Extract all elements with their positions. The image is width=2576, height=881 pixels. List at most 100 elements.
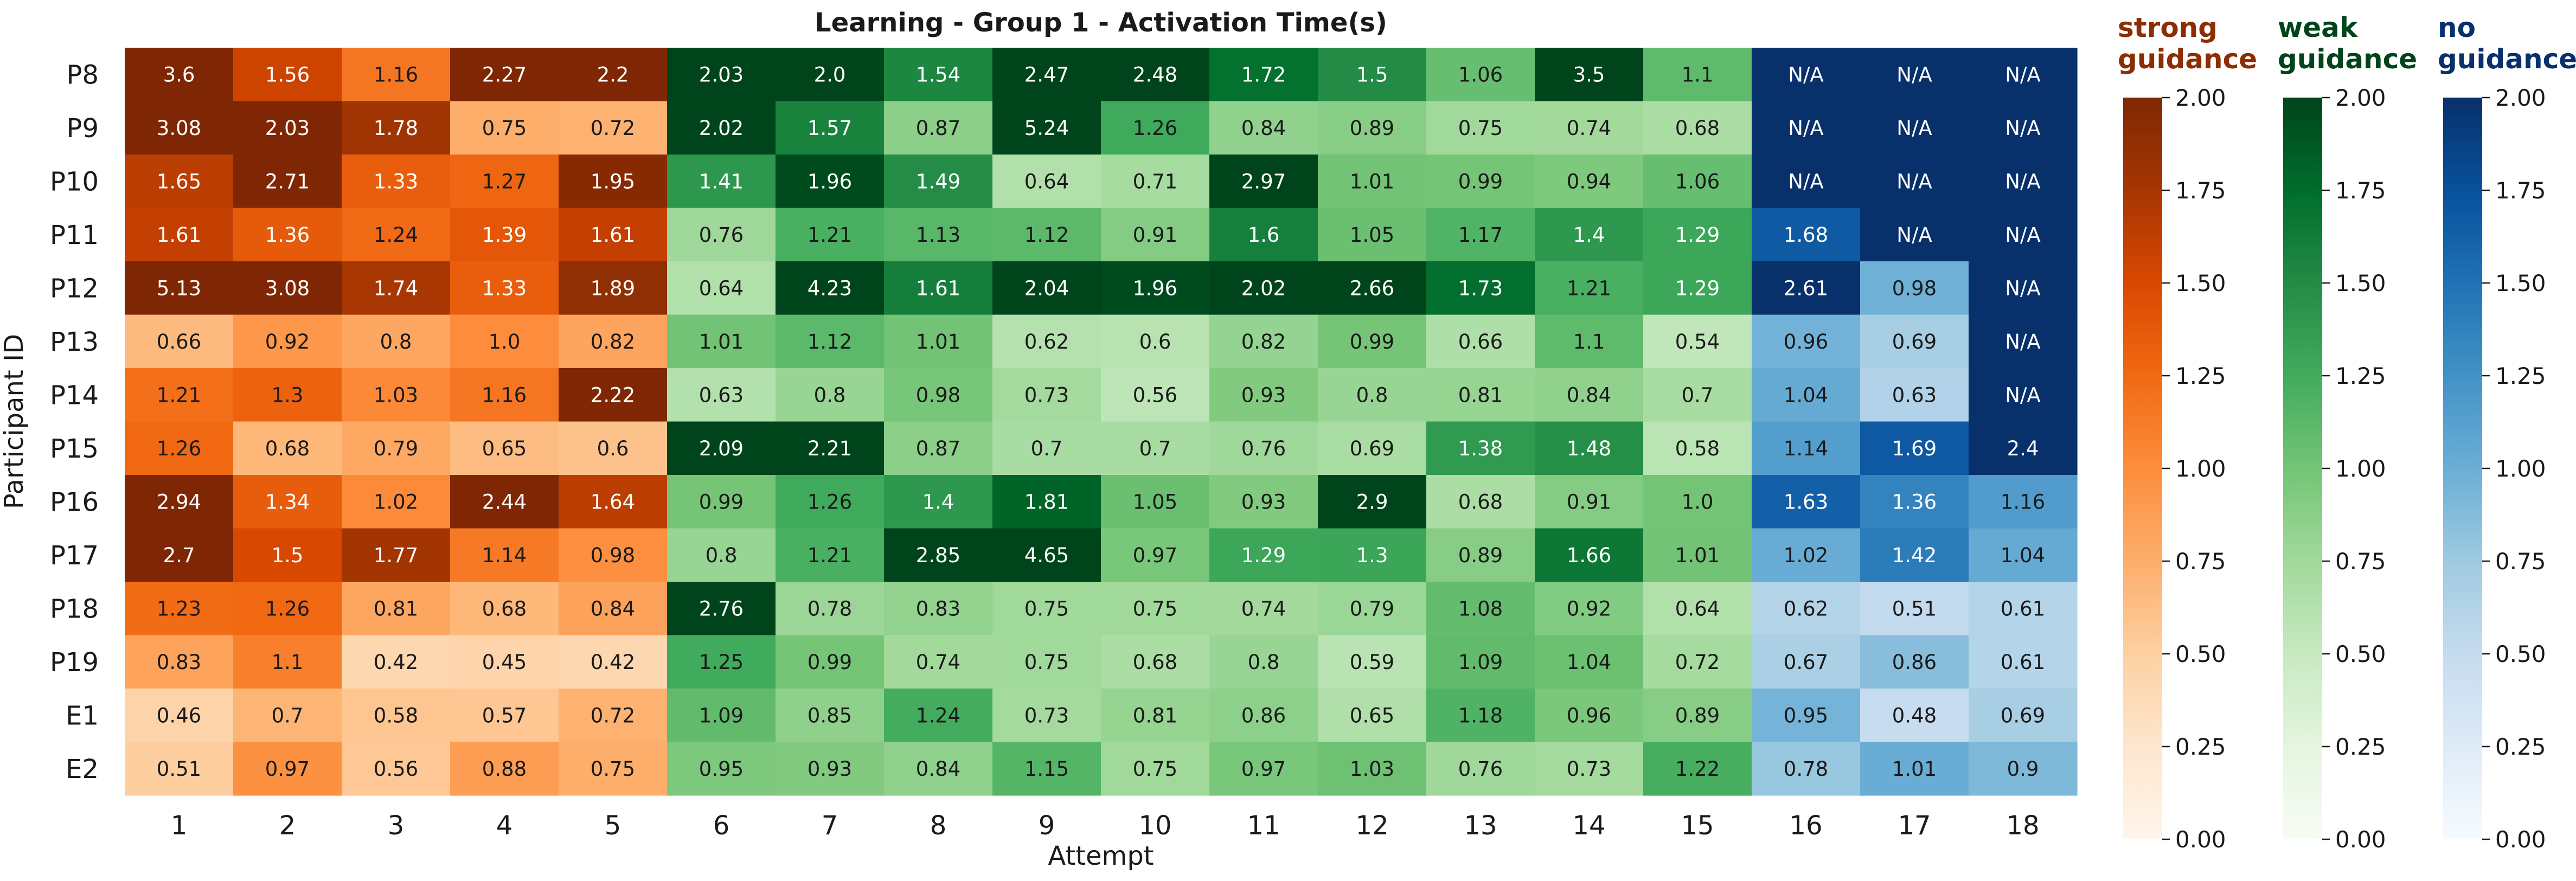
heatmap-cell	[1535, 742, 1644, 796]
cell-value-label: 1.14	[1784, 437, 1828, 460]
cell-value-label: 0.75	[482, 117, 527, 140]
heatmap-cell	[776, 635, 885, 689]
cell-value-label: 0.8	[1356, 383, 1388, 407]
cell-value-label: 0.65	[482, 437, 527, 460]
cell-value-label: 0.78	[1784, 757, 1828, 781]
heatmap-cell	[1101, 101, 1210, 155]
heatmap-cell	[776, 48, 885, 102]
cell-value-label: 0.9	[2007, 757, 2039, 781]
cell-value-label: 0.97	[1241, 757, 1286, 781]
x-tick-labels: 1 2 3 4 5 6 7 8 9 10 11 12 13 14 15 16 17 18	[171, 811, 2040, 841]
heatmap-cell	[1318, 582, 1427, 636]
cell-value-label: 2.4	[2007, 437, 2039, 460]
cell-value-label: 0.96	[1567, 704, 1611, 727]
y-axis-label: Participant ID	[0, 334, 29, 509]
cell-value-label: 1.49	[916, 170, 960, 193]
cell-value-label: N/A	[1896, 117, 1932, 140]
heatmap-cell	[667, 582, 776, 636]
cell-value-label: 1.89	[591, 276, 635, 300]
cell-value-label: 0.72	[591, 117, 635, 140]
cell-value-label: 1.56	[265, 63, 310, 86]
cell-value-label: 2.02	[699, 117, 744, 140]
cell-value-label: N/A	[2005, 117, 2040, 140]
cell-value-label: 0.75	[1024, 597, 1069, 620]
cell-value-label: 5.24	[1024, 117, 1069, 140]
x-tick-label: 14	[1572, 811, 1605, 841]
heatmap-cell	[776, 101, 885, 155]
cell-value-label: 1.15	[1024, 757, 1069, 781]
cell-value-label: 2.97	[1241, 170, 1286, 193]
heatmap-cell	[776, 314, 885, 369]
heatmap-cell	[1535, 101, 1644, 155]
heatmap-cell	[342, 101, 451, 155]
cell-value-label: 0.68	[1458, 490, 1503, 513]
cell-value-label: 1.33	[482, 276, 527, 300]
cell-value-label: 1.42	[1892, 544, 1937, 567]
x-tick-label: 8	[930, 811, 947, 841]
colorbar-tick-label: 1.50	[2335, 270, 2386, 297]
heatmap-cell	[1752, 101, 1861, 155]
cell-value-label: 1.1	[272, 651, 304, 674]
heatmap-cell	[1535, 582, 1644, 636]
heatmap-cell	[992, 314, 1101, 369]
x-tick-label: 12	[1355, 811, 1388, 841]
heatmap-cell	[450, 48, 559, 102]
heatmap-cell	[1969, 314, 2078, 369]
cell-value-label: 1.01	[916, 330, 960, 353]
heatmap-cell	[992, 155, 1101, 209]
cell-value-label: 0.74	[1567, 117, 1611, 140]
y-tick-label: E1	[66, 700, 99, 731]
cell-value-label: 1.41	[699, 170, 744, 193]
heatmap-cell	[342, 48, 451, 102]
cell-value-label: 0.64	[1024, 170, 1069, 193]
cell-value-label: 1.4	[922, 490, 954, 513]
colorbar-tick-label: 1.75	[2495, 177, 2546, 204]
cell-value-label: 1.81	[1024, 490, 1069, 513]
heatmap-cell	[233, 101, 342, 155]
cell-value-label: 0.89	[1675, 704, 1720, 727]
heatmap-cell	[1643, 742, 1752, 796]
heatmap-cell	[1101, 528, 1210, 582]
heatmap-cell	[1969, 155, 2078, 209]
cell-value-label: 0.64	[1675, 597, 1720, 620]
cell-value-label: 1.5	[1356, 63, 1388, 86]
cell-value-label: 0.84	[916, 757, 960, 781]
heatmap-cell	[1643, 208, 1752, 262]
cell-value-label: N/A	[1788, 117, 1823, 140]
heatmap-cell	[667, 528, 776, 582]
cell-value-label: 1.03	[1350, 757, 1394, 781]
heatmap-cell	[1969, 208, 2078, 262]
heatmap-cell	[125, 635, 234, 689]
cell-value-label: 0.63	[1892, 383, 1937, 407]
heatmap-cell	[559, 155, 668, 209]
heatmap-cell	[1318, 475, 1427, 529]
cell-value-label: N/A	[1788, 170, 1823, 193]
cell-value-label: N/A	[2005, 63, 2040, 86]
cell-value-label: 1.39	[482, 223, 527, 247]
heatmap-cell	[1643, 689, 1752, 743]
cell-value-label: 1.17	[1458, 223, 1503, 247]
cell-value-label: 0.7	[1031, 437, 1063, 460]
cell-value-label: 2.21	[808, 437, 852, 460]
heatmap-cell	[992, 368, 1101, 422]
cell-value-label: 1.26	[1133, 117, 1177, 140]
heatmap-cell	[125, 101, 234, 155]
cell-value-label: 1.16	[2001, 490, 2045, 513]
cell-value-label: 1.38	[1458, 437, 1503, 460]
cell-value-label: 1.26	[808, 490, 852, 513]
cell-value-label: 0.85	[808, 704, 852, 727]
cell-value-label: 0.99	[808, 651, 852, 674]
colorbar-tick-label: 1.00	[2495, 455, 2546, 482]
heatmap-cell	[1969, 475, 2078, 529]
heatmap-cell	[1752, 421, 1861, 475]
x-tick-label: 3	[388, 811, 405, 841]
heatmap-cell	[667, 314, 776, 369]
heatmap-cell	[450, 689, 559, 743]
cell-value-label: 4.65	[1024, 544, 1069, 567]
x-tick-label: 16	[1789, 811, 1822, 841]
cell-value-label: 2.03	[265, 117, 310, 140]
colorbar-tick-label: 0.50	[2335, 641, 2386, 667]
heatmap-cell	[450, 475, 559, 529]
heatmap-cell	[1860, 421, 1969, 475]
